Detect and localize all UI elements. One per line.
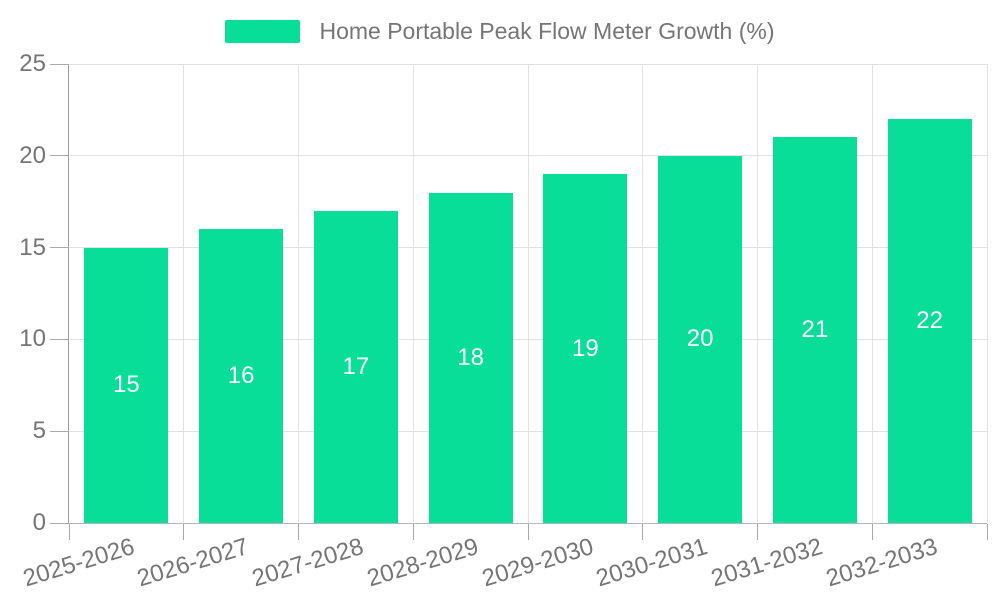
y-axis-tick	[50, 63, 69, 65]
x-axis-category-label: 2030-2031	[593, 533, 712, 593]
x-axis-category-label: 2028-2029	[363, 533, 482, 593]
x-axis-tick	[527, 524, 529, 540]
x-axis-category-label: 2029-2030	[478, 533, 597, 593]
x-axis-tick	[986, 524, 988, 540]
x-gridline	[183, 64, 185, 523]
plot-area: 15 16 17 18 19 20 21 22	[50, 63, 988, 540]
y-axis-tick-label: 5	[32, 417, 46, 445]
y-axis-tick	[50, 430, 69, 432]
x-axis-category-label: 2026-2027	[134, 533, 253, 593]
y-axis-tick-label: 20	[19, 141, 46, 169]
y-axis-tick	[50, 247, 69, 249]
y-axis-tick-label: 0	[32, 509, 46, 536]
bar-value-label: 17	[342, 352, 370, 380]
bar-2029-2030: 19	[543, 174, 628, 523]
x-axis-category-label: 2032-2033	[822, 533, 941, 593]
bar-value-label: 19	[572, 334, 599, 362]
bar-2027-2028: 17	[313, 210, 398, 523]
x-gridline	[412, 64, 414, 523]
legend-swatch-icon	[225, 19, 301, 43]
y-axis-tick-label: 25	[19, 50, 46, 77]
bar-value-label: 16	[227, 362, 255, 390]
x-gridline	[527, 64, 529, 523]
bar-value-label: 22	[916, 307, 943, 335]
x-axis-tick	[298, 524, 299, 540]
bar-value-label: 15	[113, 371, 140, 399]
x-axis-tick	[68, 524, 70, 540]
bar-2030-2031: 20	[658, 155, 743, 523]
x-axis-tick	[642, 524, 644, 540]
y-axis-tick-label: 15	[19, 233, 46, 261]
y-axis-tick	[50, 155, 69, 157]
bar-2028-2029: 18	[428, 192, 513, 523]
x-axis-category-label: 2027-2028	[249, 533, 367, 593]
bar-2031-2032: 21	[772, 137, 857, 523]
x-gridline	[757, 64, 758, 523]
bar-value-label: 18	[457, 343, 484, 371]
bar-value-label: 20	[686, 325, 714, 353]
bar-2025-2026: 15	[84, 247, 169, 523]
x-axis-category-label: 2025-2026	[19, 533, 138, 593]
legend[interactable]: Home Portable Peak Flow Meter Growth (%)	[0, 16, 1000, 46]
x-gridline	[642, 64, 644, 523]
x-gridline	[986, 64, 988, 523]
x-gridline	[298, 64, 299, 523]
bar-2032-2033: 22	[887, 119, 972, 523]
x-axis-tick	[757, 524, 758, 540]
y-axis-tick-label: 10	[19, 325, 46, 353]
bar-value-label: 21	[801, 316, 829, 344]
x-axis-tick	[183, 524, 185, 540]
bar-2026-2027: 16	[199, 229, 284, 523]
x-axis-tick	[871, 524, 873, 540]
x-axis-tick	[412, 524, 414, 540]
x-axis-category-label: 2031-2032	[708, 533, 826, 593]
y-axis-tick	[50, 522, 69, 524]
legend-label: Home Portable Peak Flow Meter Growth (%)	[319, 17, 775, 44]
x-gridline	[871, 64, 873, 523]
y-axis-tick	[50, 338, 69, 340]
